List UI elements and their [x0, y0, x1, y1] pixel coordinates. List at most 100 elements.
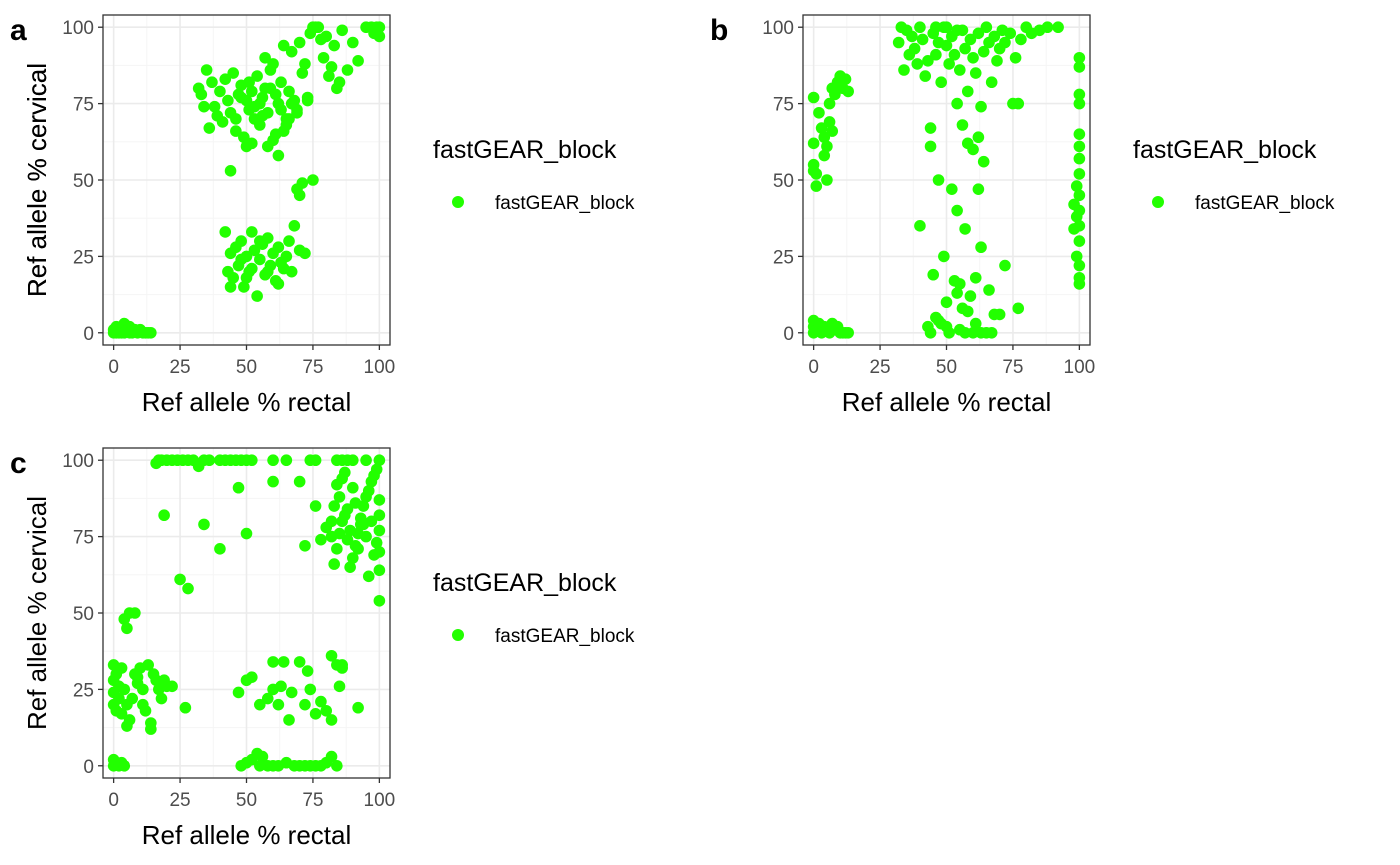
data-point — [333, 491, 346, 503]
data-point — [821, 140, 833, 153]
x-tick-label: 75 — [1002, 357, 1023, 378]
data-point — [988, 30, 1001, 43]
data-point — [349, 497, 362, 509]
x-tick-label: 25 — [869, 357, 890, 378]
data-point — [179, 701, 192, 714]
data-point — [301, 665, 314, 677]
data-point — [823, 116, 836, 128]
data-point — [336, 24, 348, 37]
data-point — [288, 220, 301, 232]
data-point — [113, 692, 125, 705]
data-point — [261, 692, 274, 705]
legend: fastGEAR_block fastGEAR_block — [433, 136, 635, 214]
data-point — [203, 122, 216, 134]
data-point — [293, 656, 306, 668]
x-tick-label: 100 — [364, 790, 396, 811]
data-point — [293, 36, 306, 49]
data-point — [368, 549, 380, 561]
data-point — [267, 454, 279, 467]
x-tick-label: 100 — [364, 357, 396, 378]
data-point — [238, 131, 250, 144]
data-point — [235, 253, 247, 266]
data-point — [238, 281, 250, 293]
data-point — [940, 296, 953, 309]
data-point — [930, 48, 942, 61]
data-point — [362, 570, 375, 583]
data-point — [299, 247, 311, 260]
data-point — [953, 278, 966, 290]
legend-title: fastGEAR_block — [433, 569, 617, 597]
x-tick-label: 25 — [169, 357, 190, 378]
data-point — [299, 698, 311, 711]
x-tick-label: 0 — [108, 357, 119, 378]
data-point — [248, 100, 261, 113]
data-point — [280, 454, 293, 467]
data-point — [373, 509, 386, 522]
data-point — [1068, 198, 1080, 211]
data-point — [325, 649, 338, 662]
data-point — [121, 622, 133, 635]
legend: fastGEAR_block fastGEAR_block — [1133, 136, 1335, 214]
data-point — [1073, 140, 1086, 153]
data-point — [253, 759, 266, 772]
data-point — [823, 97, 836, 110]
data-point — [956, 119, 969, 131]
data-point — [123, 326, 136, 339]
data-point — [961, 85, 974, 98]
data-point — [198, 518, 210, 531]
data-point — [253, 253, 266, 266]
data-point — [360, 530, 372, 543]
data-point — [246, 262, 258, 275]
data-point — [267, 475, 279, 488]
data-point — [230, 125, 242, 137]
data-point — [285, 265, 298, 278]
data-point — [243, 76, 255, 89]
data-point — [829, 88, 841, 101]
y-tick-label: 100 — [62, 18, 94, 39]
x-tick-label: 100 — [1064, 357, 1096, 378]
data-point — [227, 67, 240, 79]
data-point — [807, 137, 820, 150]
x-tick-label: 75 — [302, 790, 323, 811]
data-point — [280, 250, 293, 263]
data-point — [1073, 152, 1086, 165]
data-point — [246, 226, 258, 238]
data-point — [344, 561, 356, 573]
data-point — [291, 106, 303, 119]
data-point — [1041, 21, 1054, 34]
data-point — [315, 533, 327, 546]
data-point — [1073, 278, 1086, 290]
data-point — [275, 103, 287, 116]
data-point — [943, 58, 955, 70]
legend-entry-label: fastGEAR_block — [495, 193, 635, 214]
data-point — [940, 21, 953, 34]
data-point — [948, 48, 961, 61]
data-point — [826, 125, 839, 137]
data-point — [1070, 250, 1083, 263]
data-point — [264, 64, 277, 76]
data-point — [346, 454, 359, 467]
data-point — [198, 100, 210, 113]
data-point — [200, 64, 213, 76]
y-axis-title: Ref allele % cervical — [22, 496, 52, 730]
data-point — [331, 759, 343, 772]
y-tick-label: 75 — [73, 95, 94, 116]
y-tick-label: 50 — [73, 604, 94, 625]
data-point — [320, 704, 333, 717]
data-point — [346, 552, 359, 564]
data-point — [373, 454, 386, 467]
data-point — [1009, 51, 1022, 64]
data-point — [251, 70, 263, 82]
data-point — [967, 51, 979, 64]
data-point — [235, 235, 247, 247]
data-point — [272, 698, 285, 711]
data-point — [235, 91, 247, 104]
data-point — [118, 759, 131, 772]
data-point — [951, 204, 963, 217]
data-point — [224, 281, 237, 293]
data-point — [256, 110, 269, 122]
data-point — [232, 481, 245, 494]
data-point — [123, 714, 136, 726]
data-point — [932, 314, 945, 327]
data-point — [959, 223, 971, 235]
